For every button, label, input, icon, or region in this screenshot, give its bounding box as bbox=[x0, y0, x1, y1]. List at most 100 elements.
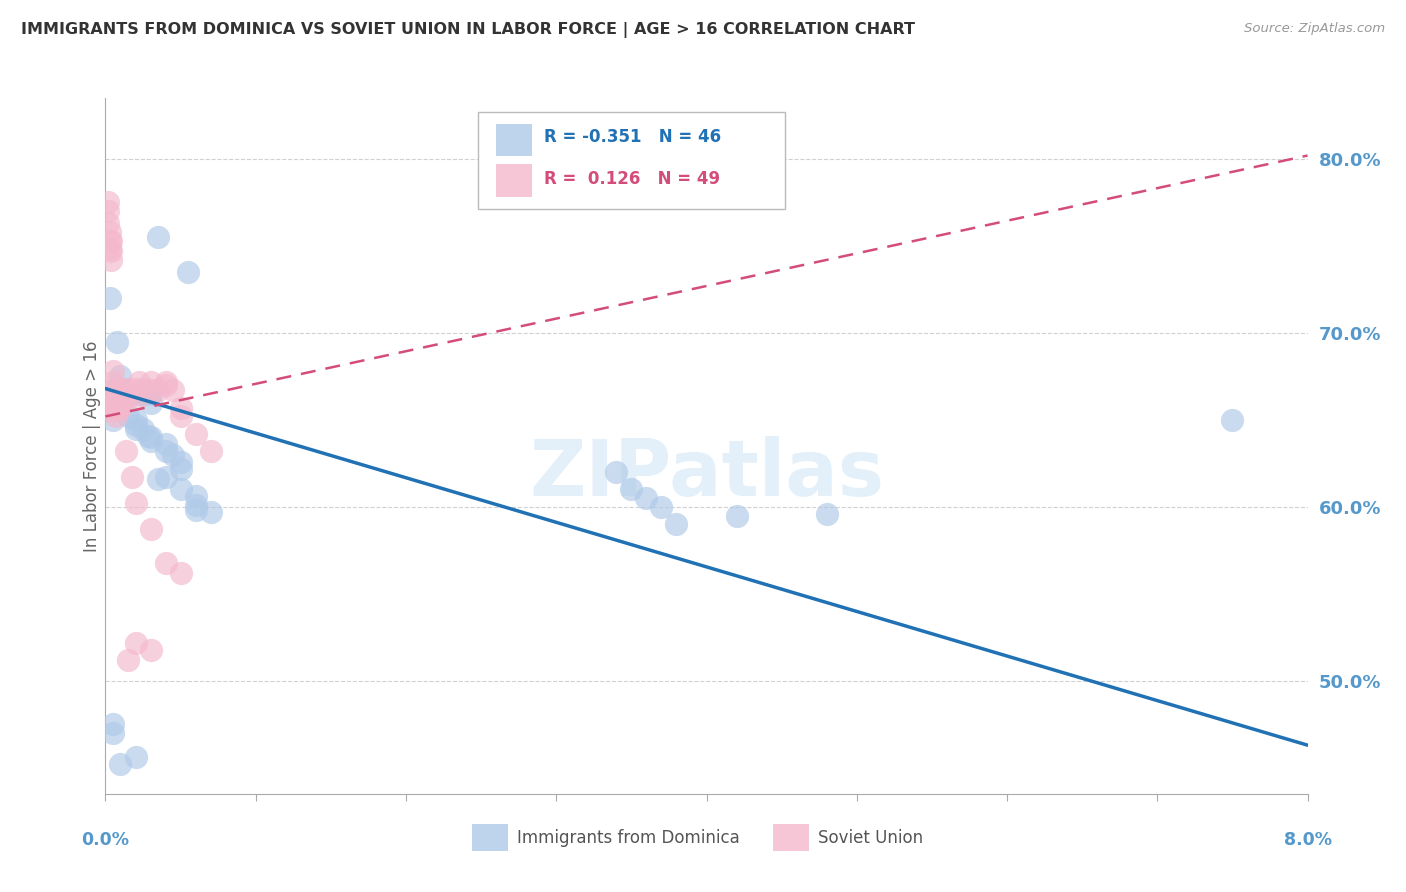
Text: 8.0%: 8.0% bbox=[1284, 831, 1331, 849]
Text: 0.0%: 0.0% bbox=[82, 831, 129, 849]
Text: Source: ZipAtlas.com: Source: ZipAtlas.com bbox=[1244, 22, 1385, 36]
Point bbox=[112, 390, 135, 404]
Point bbox=[98, 243, 121, 257]
Point bbox=[97, 216, 120, 230]
Point bbox=[169, 461, 191, 475]
Point bbox=[98, 225, 121, 239]
Text: ZIPatlas: ZIPatlas bbox=[529, 436, 884, 512]
Point bbox=[100, 252, 122, 267]
Point bbox=[169, 455, 191, 469]
Point bbox=[1222, 413, 1244, 427]
Point bbox=[108, 401, 131, 415]
Point bbox=[128, 375, 150, 389]
Point bbox=[101, 413, 124, 427]
Point bbox=[101, 390, 124, 404]
Point bbox=[97, 195, 120, 210]
Point bbox=[117, 390, 139, 404]
Point bbox=[112, 382, 135, 396]
Point bbox=[103, 395, 125, 409]
Point bbox=[725, 508, 748, 523]
Point bbox=[100, 234, 122, 248]
Point bbox=[650, 500, 672, 514]
Point bbox=[155, 378, 177, 392]
Point bbox=[110, 401, 132, 415]
Point bbox=[146, 230, 169, 244]
Point bbox=[169, 409, 191, 424]
Point bbox=[184, 490, 207, 504]
Text: R =  0.126   N = 49: R = 0.126 N = 49 bbox=[544, 169, 720, 188]
Point bbox=[100, 244, 122, 259]
Point bbox=[184, 498, 207, 512]
Point bbox=[115, 444, 138, 458]
Point bbox=[132, 421, 155, 435]
Point bbox=[101, 375, 124, 389]
Point bbox=[155, 444, 177, 458]
Point bbox=[110, 386, 132, 401]
Point bbox=[98, 234, 121, 248]
Point bbox=[132, 386, 155, 401]
Point bbox=[665, 517, 688, 532]
Point bbox=[155, 375, 177, 389]
Point bbox=[110, 382, 132, 396]
Point bbox=[101, 364, 124, 378]
Point bbox=[124, 386, 146, 401]
Point bbox=[184, 426, 207, 441]
Point bbox=[117, 382, 139, 396]
Point bbox=[139, 434, 162, 448]
Point bbox=[103, 404, 125, 418]
Y-axis label: In Labor Force | Age > 16: In Labor Force | Age > 16 bbox=[83, 340, 101, 552]
Point bbox=[97, 204, 120, 219]
Bar bbox=[496, 164, 533, 197]
Point bbox=[132, 382, 155, 396]
Point bbox=[110, 390, 132, 404]
Point bbox=[101, 717, 124, 731]
Text: Soviet Union: Soviet Union bbox=[818, 829, 924, 847]
Point bbox=[146, 384, 169, 398]
Point bbox=[117, 653, 139, 667]
FancyBboxPatch shape bbox=[478, 112, 785, 210]
Point bbox=[98, 291, 121, 305]
Point bbox=[815, 507, 838, 521]
Point bbox=[124, 392, 146, 406]
Point bbox=[136, 428, 159, 442]
Point bbox=[124, 421, 146, 435]
Point bbox=[117, 386, 139, 401]
Point bbox=[107, 392, 129, 406]
Bar bbox=[472, 824, 508, 851]
Text: Immigrants from Dominica: Immigrants from Dominica bbox=[516, 829, 740, 847]
Point bbox=[103, 384, 125, 398]
Point bbox=[636, 491, 658, 505]
Point bbox=[124, 413, 146, 427]
Point bbox=[155, 470, 177, 484]
Point bbox=[139, 375, 162, 389]
Point bbox=[139, 642, 162, 657]
Text: IMMIGRANTS FROM DOMINICA VS SOVIET UNION IN LABOR FORCE | AGE > 16 CORRELATION C: IMMIGRANTS FROM DOMINICA VS SOVIET UNION… bbox=[21, 22, 915, 38]
Point bbox=[124, 750, 146, 764]
Bar bbox=[773, 824, 808, 851]
Point bbox=[169, 401, 191, 415]
Point bbox=[107, 384, 129, 398]
Bar bbox=[496, 123, 533, 156]
Point bbox=[124, 382, 146, 396]
Point bbox=[177, 265, 200, 279]
Point bbox=[162, 384, 184, 398]
Point bbox=[620, 483, 643, 497]
Point bbox=[155, 556, 177, 570]
Point bbox=[139, 386, 162, 401]
Point bbox=[110, 757, 132, 772]
Point bbox=[169, 483, 191, 497]
Point bbox=[124, 418, 146, 433]
Point bbox=[121, 470, 143, 484]
Point bbox=[104, 401, 127, 415]
Point bbox=[162, 448, 184, 462]
Text: R = -0.351   N = 46: R = -0.351 N = 46 bbox=[544, 128, 721, 146]
Point bbox=[101, 384, 124, 398]
Point bbox=[139, 523, 162, 537]
Point bbox=[155, 437, 177, 451]
Point bbox=[200, 505, 222, 519]
Point bbox=[124, 635, 146, 649]
Point bbox=[139, 395, 162, 409]
Point bbox=[139, 384, 162, 398]
Point bbox=[146, 472, 169, 486]
Point bbox=[117, 409, 139, 424]
